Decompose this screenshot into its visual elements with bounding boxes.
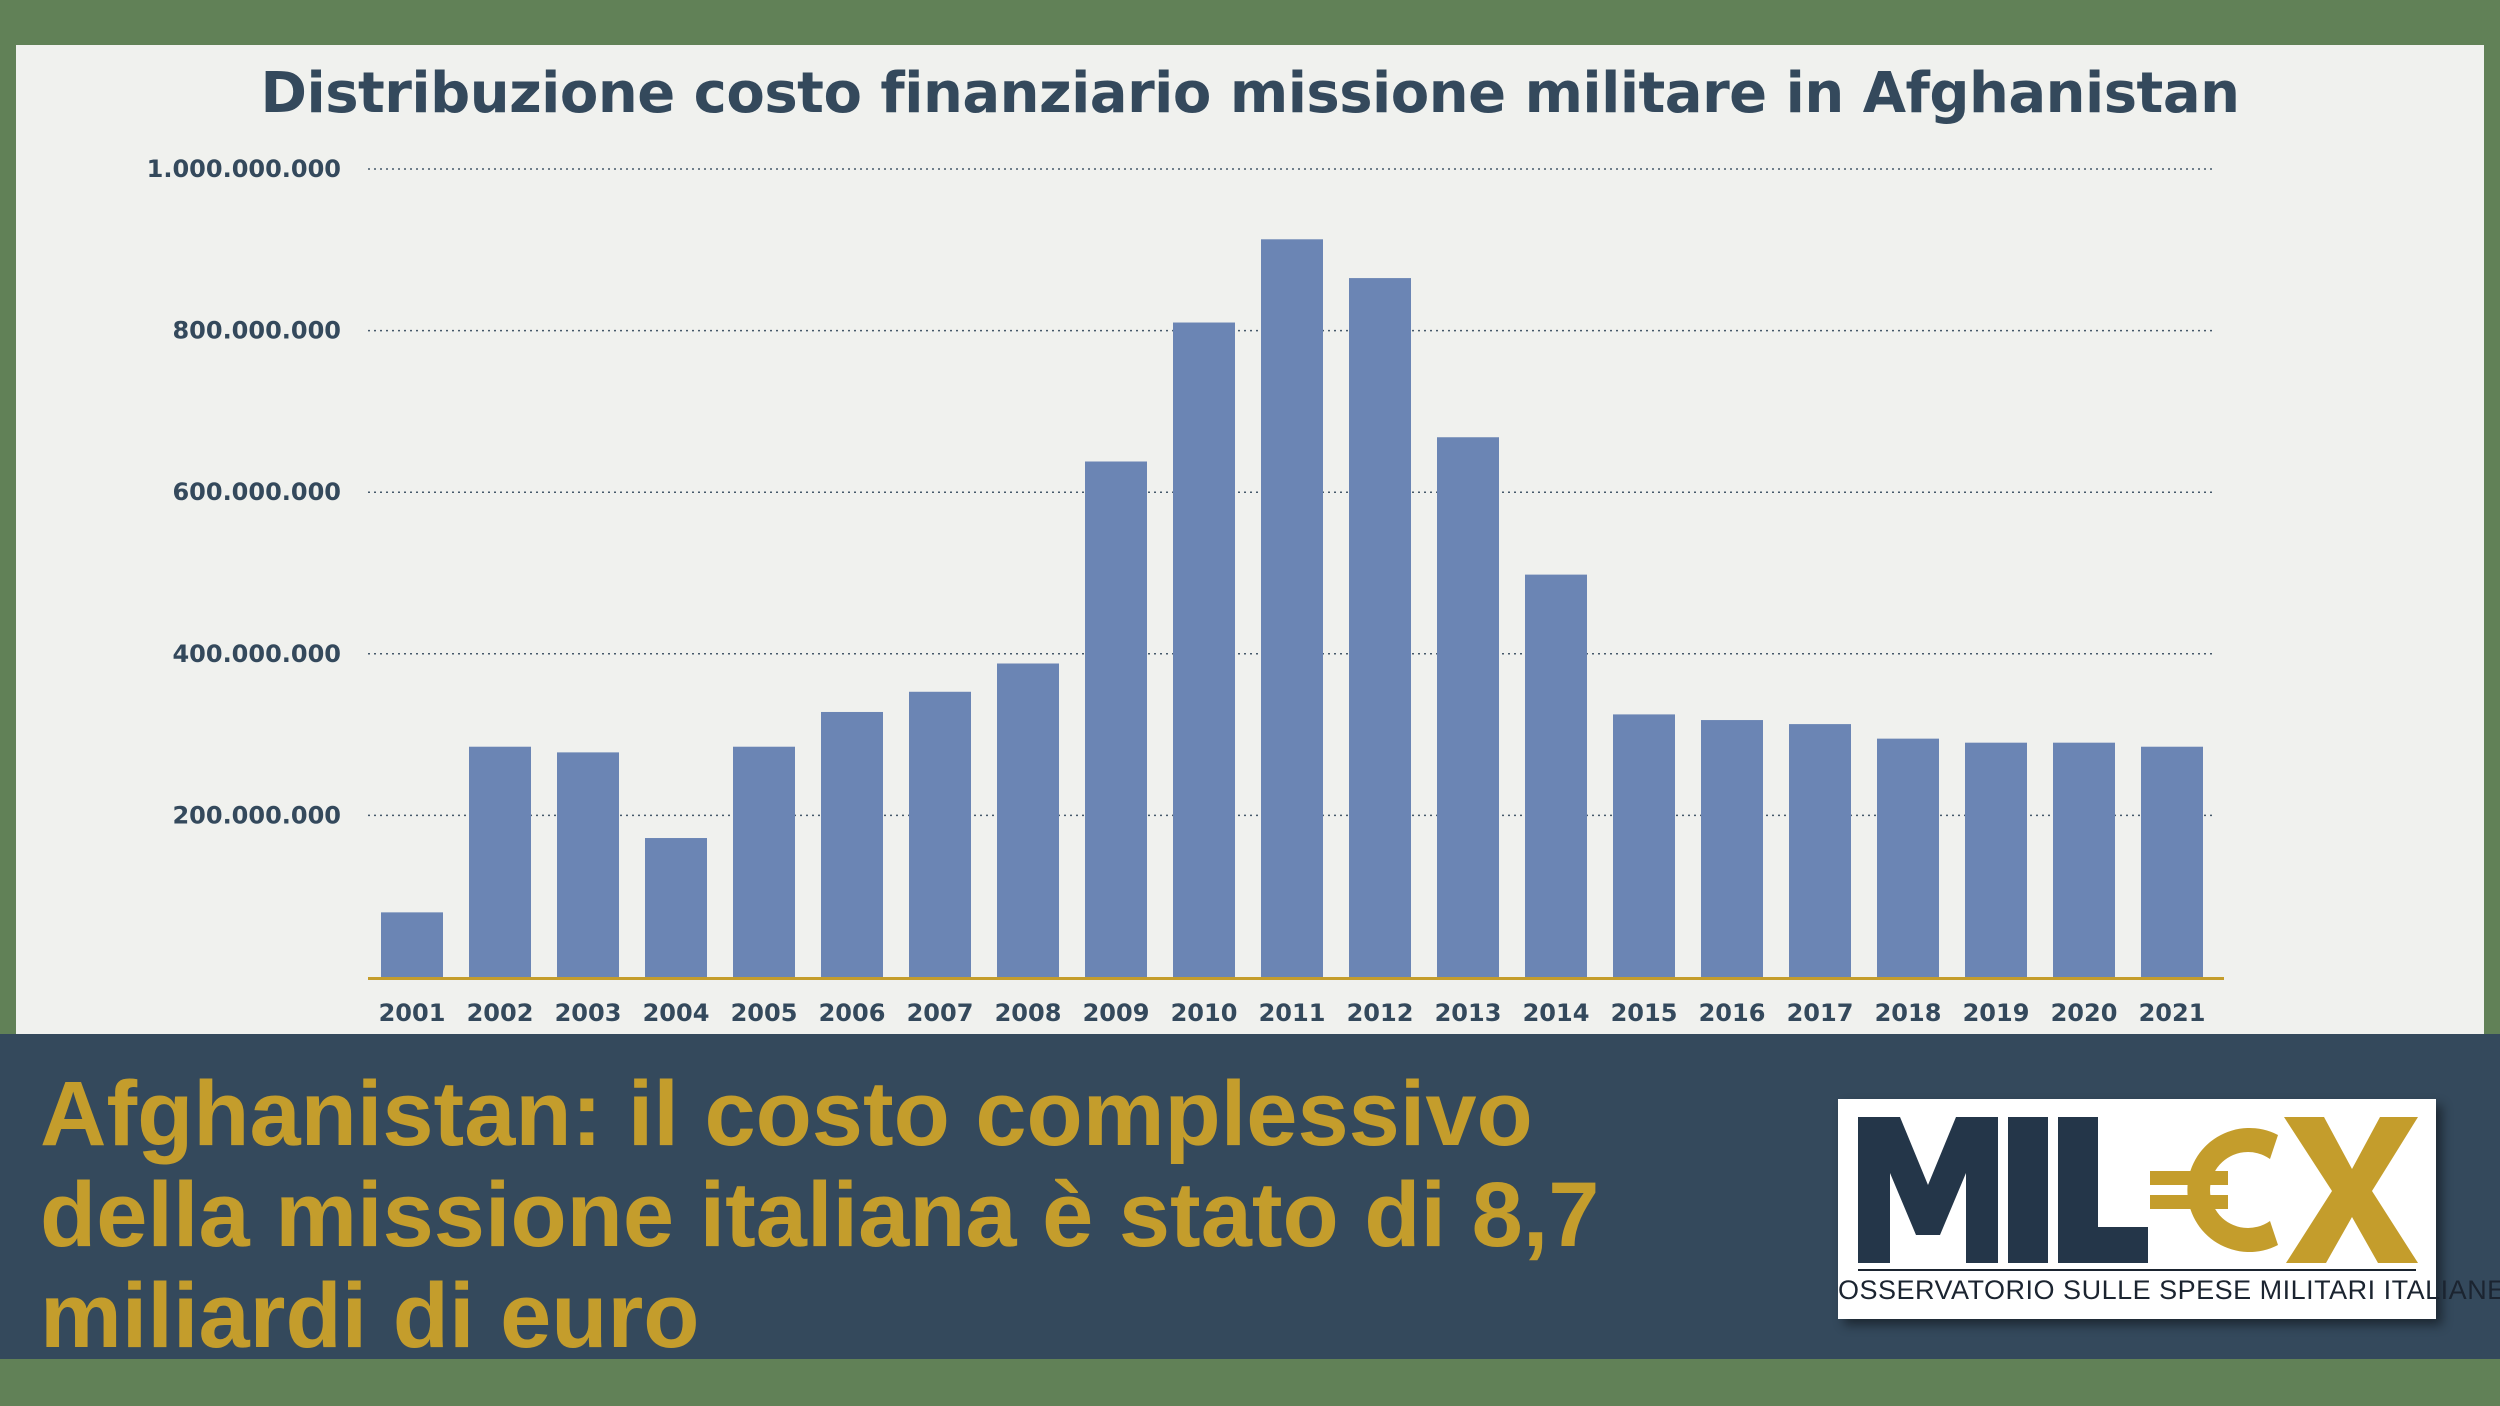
x-tick-label: 2012 — [1347, 999, 1414, 1027]
logo-divider — [1858, 1269, 2416, 1271]
x-tick-label: 2007 — [907, 999, 974, 1027]
y-tick-label: 200.000.000 — [172, 801, 341, 829]
chart-card: Distribuzione costo finanziario missione… — [16, 45, 2484, 1058]
bar-2009 — [1085, 461, 1147, 978]
x-tick-label: 2018 — [1875, 999, 1942, 1027]
x-tick-label: 2010 — [1171, 999, 1238, 1027]
headline: Afghanistan: il costo complessivo della … — [40, 1064, 1840, 1367]
bar-2004 — [645, 838, 707, 977]
bar-2018 — [1877, 738, 1939, 977]
logo-subtitle: OSSERVATORIO SULLE SPESE MILITARI ITALIA… — [1838, 1275, 2500, 1305]
x-tick-label: 2021 — [2139, 999, 2206, 1027]
bar-2005 — [733, 746, 795, 977]
headline-line-2: della missione italiana è stato di 8,7 — [40, 1164, 1600, 1266]
x-tick-label: 2002 — [467, 999, 534, 1027]
x-tick-label: 2013 — [1435, 999, 1502, 1027]
x-tick-label: 2003 — [555, 999, 622, 1027]
bar-2020 — [2053, 742, 2115, 977]
y-tick-label: 600.000.000 — [172, 478, 341, 506]
x-tick-label: 2015 — [1611, 999, 1678, 1027]
bar-2010 — [1173, 322, 1235, 977]
x-tick-label: 2019 — [1963, 999, 2030, 1027]
x-tick-label: 2011 — [1259, 999, 1326, 1027]
bar-2015 — [1613, 714, 1675, 977]
x-tick-label: 2017 — [1787, 999, 1854, 1027]
bar-2013 — [1437, 437, 1499, 978]
bar-2007 — [909, 691, 971, 977]
bar-chart: 200.000.000 400.000.000 600.000.000 800.000… — [147, 155, 2224, 1027]
chart-title: Distribuzione costo finanziario missione… — [260, 61, 2240, 126]
bar-2006 — [821, 711, 883, 977]
x-tick-label: 2004 — [643, 999, 710, 1027]
bar-2002 — [469, 746, 531, 977]
y-tick-label: 400.000.000 — [172, 640, 341, 668]
x-tick-label: 2009 — [1083, 999, 1150, 1027]
x-tick-label: 2020 — [2051, 999, 2118, 1027]
x-tick-label: 2006 — [819, 999, 886, 1027]
x-tick-label: 2001 — [379, 999, 446, 1027]
bar-2019 — [1965, 742, 2027, 977]
bar-2016 — [1701, 720, 1763, 977]
bar-2001 — [381, 912, 443, 977]
x-tick-label: 2005 — [731, 999, 798, 1027]
bar-2011 — [1261, 239, 1323, 977]
bar-2003 — [557, 752, 619, 977]
bar-2017 — [1789, 724, 1851, 977]
x-tick-label: 2008 — [995, 999, 1062, 1027]
y-tick-label: 800.000.000 — [172, 317, 341, 345]
y-tick-label: 1.000.000.000 — [147, 155, 341, 183]
x-tick-label: 2016 — [1699, 999, 1766, 1027]
bar-2008 — [997, 663, 1059, 977]
bar-2014 — [1525, 574, 1587, 977]
headline-line-1: Afghanistan: il costo complessivo — [40, 1063, 1533, 1165]
x-tick-label: 2014 — [1523, 999, 1590, 1027]
bar-2012 — [1349, 278, 1411, 977]
headline-line-3: miliardi di euro — [40, 1265, 700, 1367]
milex-logo: OSSERVATORIO SULLE SPESE MILITARI ITALIA… — [1838, 1099, 2500, 1319]
bar-2021 — [2141, 746, 2203, 977]
milex-logo-mark — [1858, 1117, 2418, 1263]
headline-banner: Afghanistan: il costo complessivo della … — [0, 1034, 2500, 1367]
